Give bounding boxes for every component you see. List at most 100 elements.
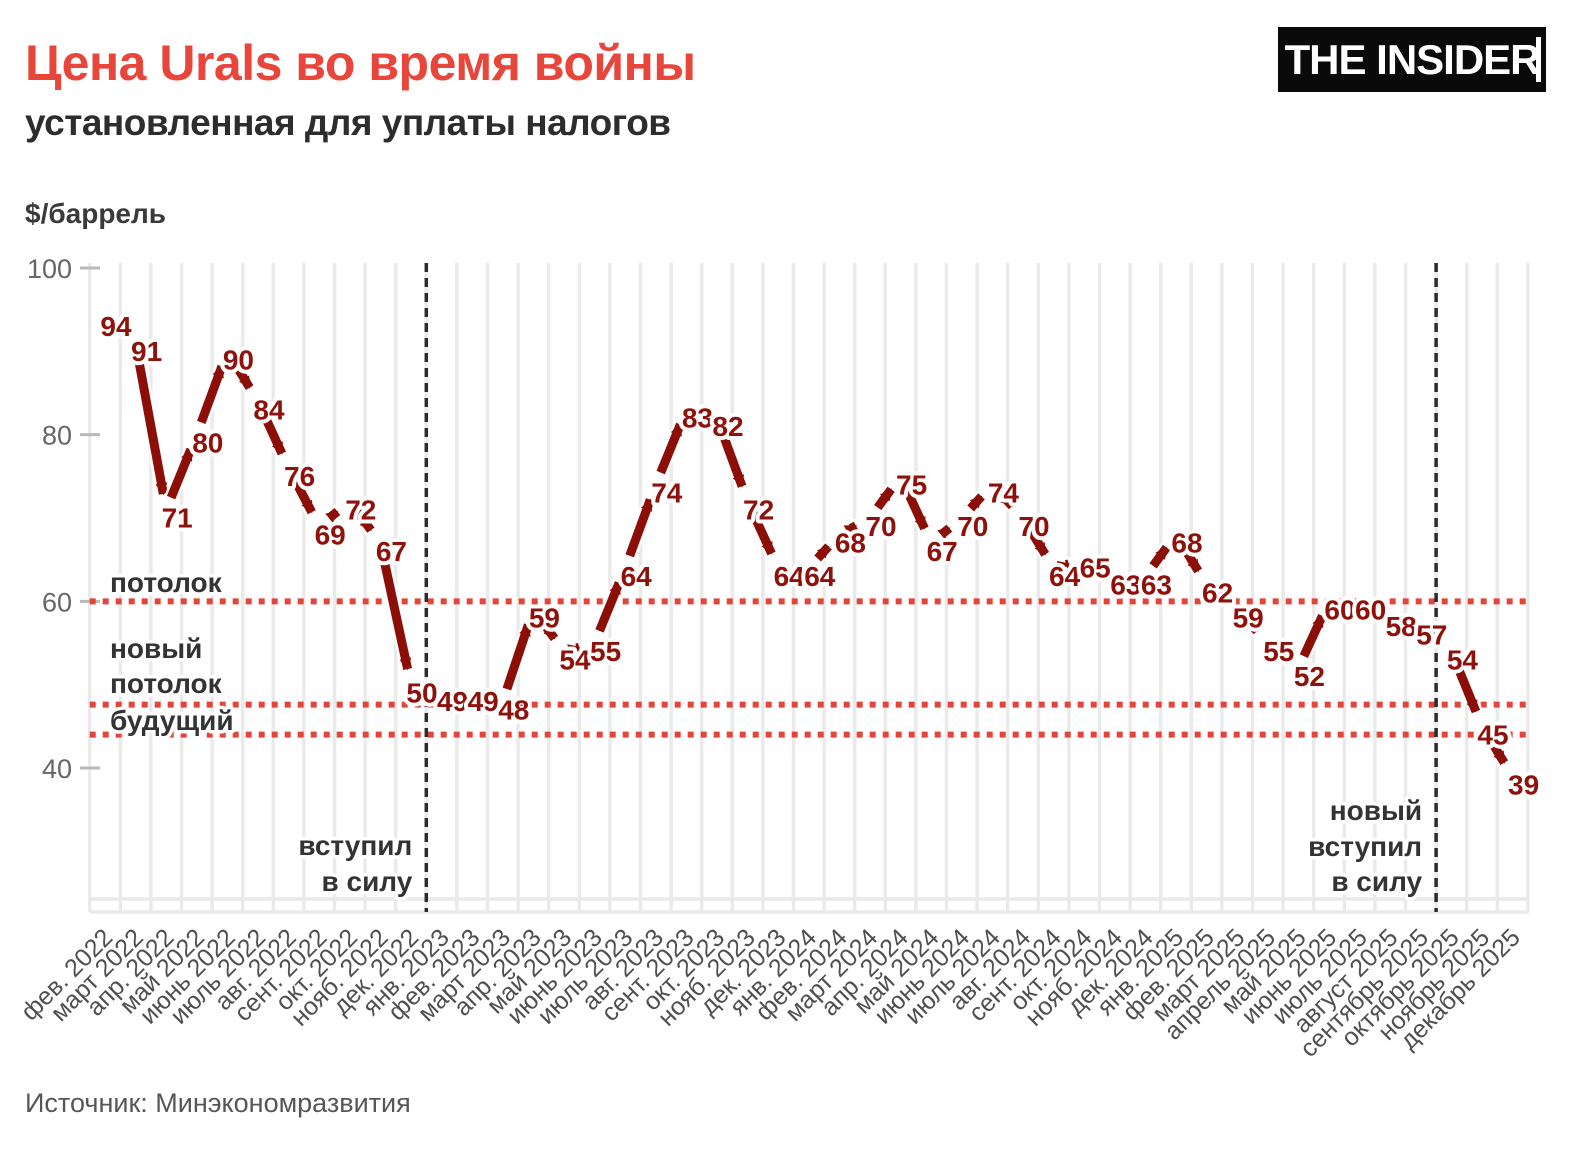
source-text: Источник: Минэкономразвития [25,1088,411,1118]
point-value-label: 72 [345,494,376,525]
price-line-segment [625,498,655,558]
point-value-label: 60 [1324,594,1355,625]
price-line-segment [353,509,375,533]
price-line-segment [414,680,428,694]
page-subtitle: установленная для уплаты налогов [25,102,671,143]
price-line-segment [1149,544,1171,569]
price-line-segment [537,617,559,642]
price-line-segment [1088,558,1103,573]
point-value-label: 74 [988,478,1020,509]
price-line-segment [1299,613,1327,659]
price-line-segment [656,422,685,475]
point-value-label: 94 [100,311,132,342]
point-value-label: 54 [1447,644,1479,675]
price-line-segment [997,491,1016,510]
point-value-label: 62 [1202,578,1233,609]
price-line-segment [901,486,929,531]
price-line-segment [475,688,489,702]
point-value-label: 52 [1294,661,1325,692]
price-line-segment [197,364,227,425]
y-axis-unit-label: $/баррель [25,198,166,229]
price-line-segment [1484,735,1509,766]
price-line-segment [1178,543,1203,574]
price-line-segment [290,477,316,515]
point-value-label: 70 [865,511,896,542]
price-line-segment [502,623,533,691]
price-line-segment [378,554,413,671]
point-value-label: 55 [1263,636,1294,667]
price-line-segment [874,486,895,511]
price-cap-label: будущий [110,705,234,736]
point-value-label: 90 [223,344,254,375]
price-line-segment [1363,599,1379,615]
price-line-segment [1393,613,1407,627]
point-value-label: 49 [468,686,499,717]
point-value-label: 54 [559,644,591,675]
price-line-segment [1212,588,1228,604]
point-value-label: 76 [284,461,315,492]
point-value-label: 75 [896,469,927,500]
point-value-label: 69 [315,519,346,550]
point-value-label: 68 [1171,528,1202,559]
point-value-label: 68 [835,528,866,559]
price-line-segment [111,321,127,337]
point-value-label: 70 [1018,511,1049,542]
point-value-label: 55 [590,636,621,667]
event-label: вступил [298,830,412,861]
point-value-label: 91 [131,336,162,367]
point-value-label: 58 [1386,611,1417,642]
y-tick-label: 80 [42,421,72,451]
price-cap-label: потолок [110,567,223,598]
price-line-segment [937,524,953,540]
point-value-label: 64 [621,561,653,592]
point-value-label: 59 [529,603,560,634]
price-line-segment [567,642,581,656]
point-value-label: 39 [1508,769,1539,800]
price-line-segment [748,511,776,556]
point-value-label: 49 [437,686,468,717]
point-value-label: 60 [1355,594,1386,625]
point-value-label: 59 [1233,603,1264,634]
event-label: в силу [1331,866,1422,897]
price-line-segment [1025,526,1050,557]
y-tick-label: 100 [27,254,72,284]
y-tick-label: 60 [42,587,72,617]
point-value-label: 72 [743,494,774,525]
point-value-label: 67 [376,536,407,567]
insider-logo-cursor-bar [1536,37,1541,82]
price-line-segment [843,521,859,537]
price-cap-label: новый [110,633,202,664]
y-tick-label: 40 [42,754,72,784]
point-value-label: 80 [192,428,223,459]
point-value-label: 74 [651,478,683,509]
point-value-label: 70 [957,511,988,542]
price-line-segment [1452,661,1481,714]
point-value-label: 84 [253,394,285,425]
price-line-segment [1426,629,1442,645]
price-cap-label: потолок [110,668,223,699]
price-line-segment [595,581,624,633]
price-line-segment [325,507,341,523]
point-value-label: 67 [927,536,958,567]
price-line-segment [230,360,254,391]
event-label: в силу [322,866,413,897]
price-line-segment [166,447,195,500]
point-value-label: 64 [804,561,836,592]
price-line-segment [1056,559,1070,573]
price-line-segment [967,493,985,512]
insider-logo-text: THE INSIDER [1284,35,1540,83]
point-value-label: 48 [498,694,529,725]
point-value-label: 83 [682,403,713,434]
point-value-label: 64 [774,561,806,592]
point-value-label: 71 [162,503,193,534]
insider-logo: THE INSIDER [1278,27,1546,92]
price-line-segment [689,405,703,419]
page-title: Цена Urals во время войны [25,35,696,91]
price-line-segment [133,354,168,496]
point-value-label: 82 [712,411,743,442]
event-label: новый [1330,795,1422,826]
price-line-segment [1242,616,1261,635]
point-value-label: 57 [1416,619,1447,650]
